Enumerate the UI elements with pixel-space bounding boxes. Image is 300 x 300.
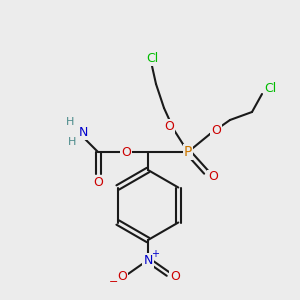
Text: O: O [211, 124, 221, 137]
Text: O: O [170, 269, 180, 283]
Text: H: H [68, 137, 76, 147]
Text: P: P [184, 145, 192, 159]
Text: N: N [78, 125, 88, 139]
Text: O: O [121, 146, 131, 158]
Text: Cl: Cl [264, 82, 276, 94]
Text: N: N [143, 254, 153, 266]
Text: H: H [66, 117, 74, 127]
Text: O: O [93, 176, 103, 190]
Text: O: O [117, 269, 127, 283]
Text: +: + [151, 249, 159, 259]
Text: Cl: Cl [146, 52, 158, 64]
Text: −: − [109, 277, 119, 287]
Text: O: O [208, 170, 218, 184]
Text: O: O [164, 119, 174, 133]
